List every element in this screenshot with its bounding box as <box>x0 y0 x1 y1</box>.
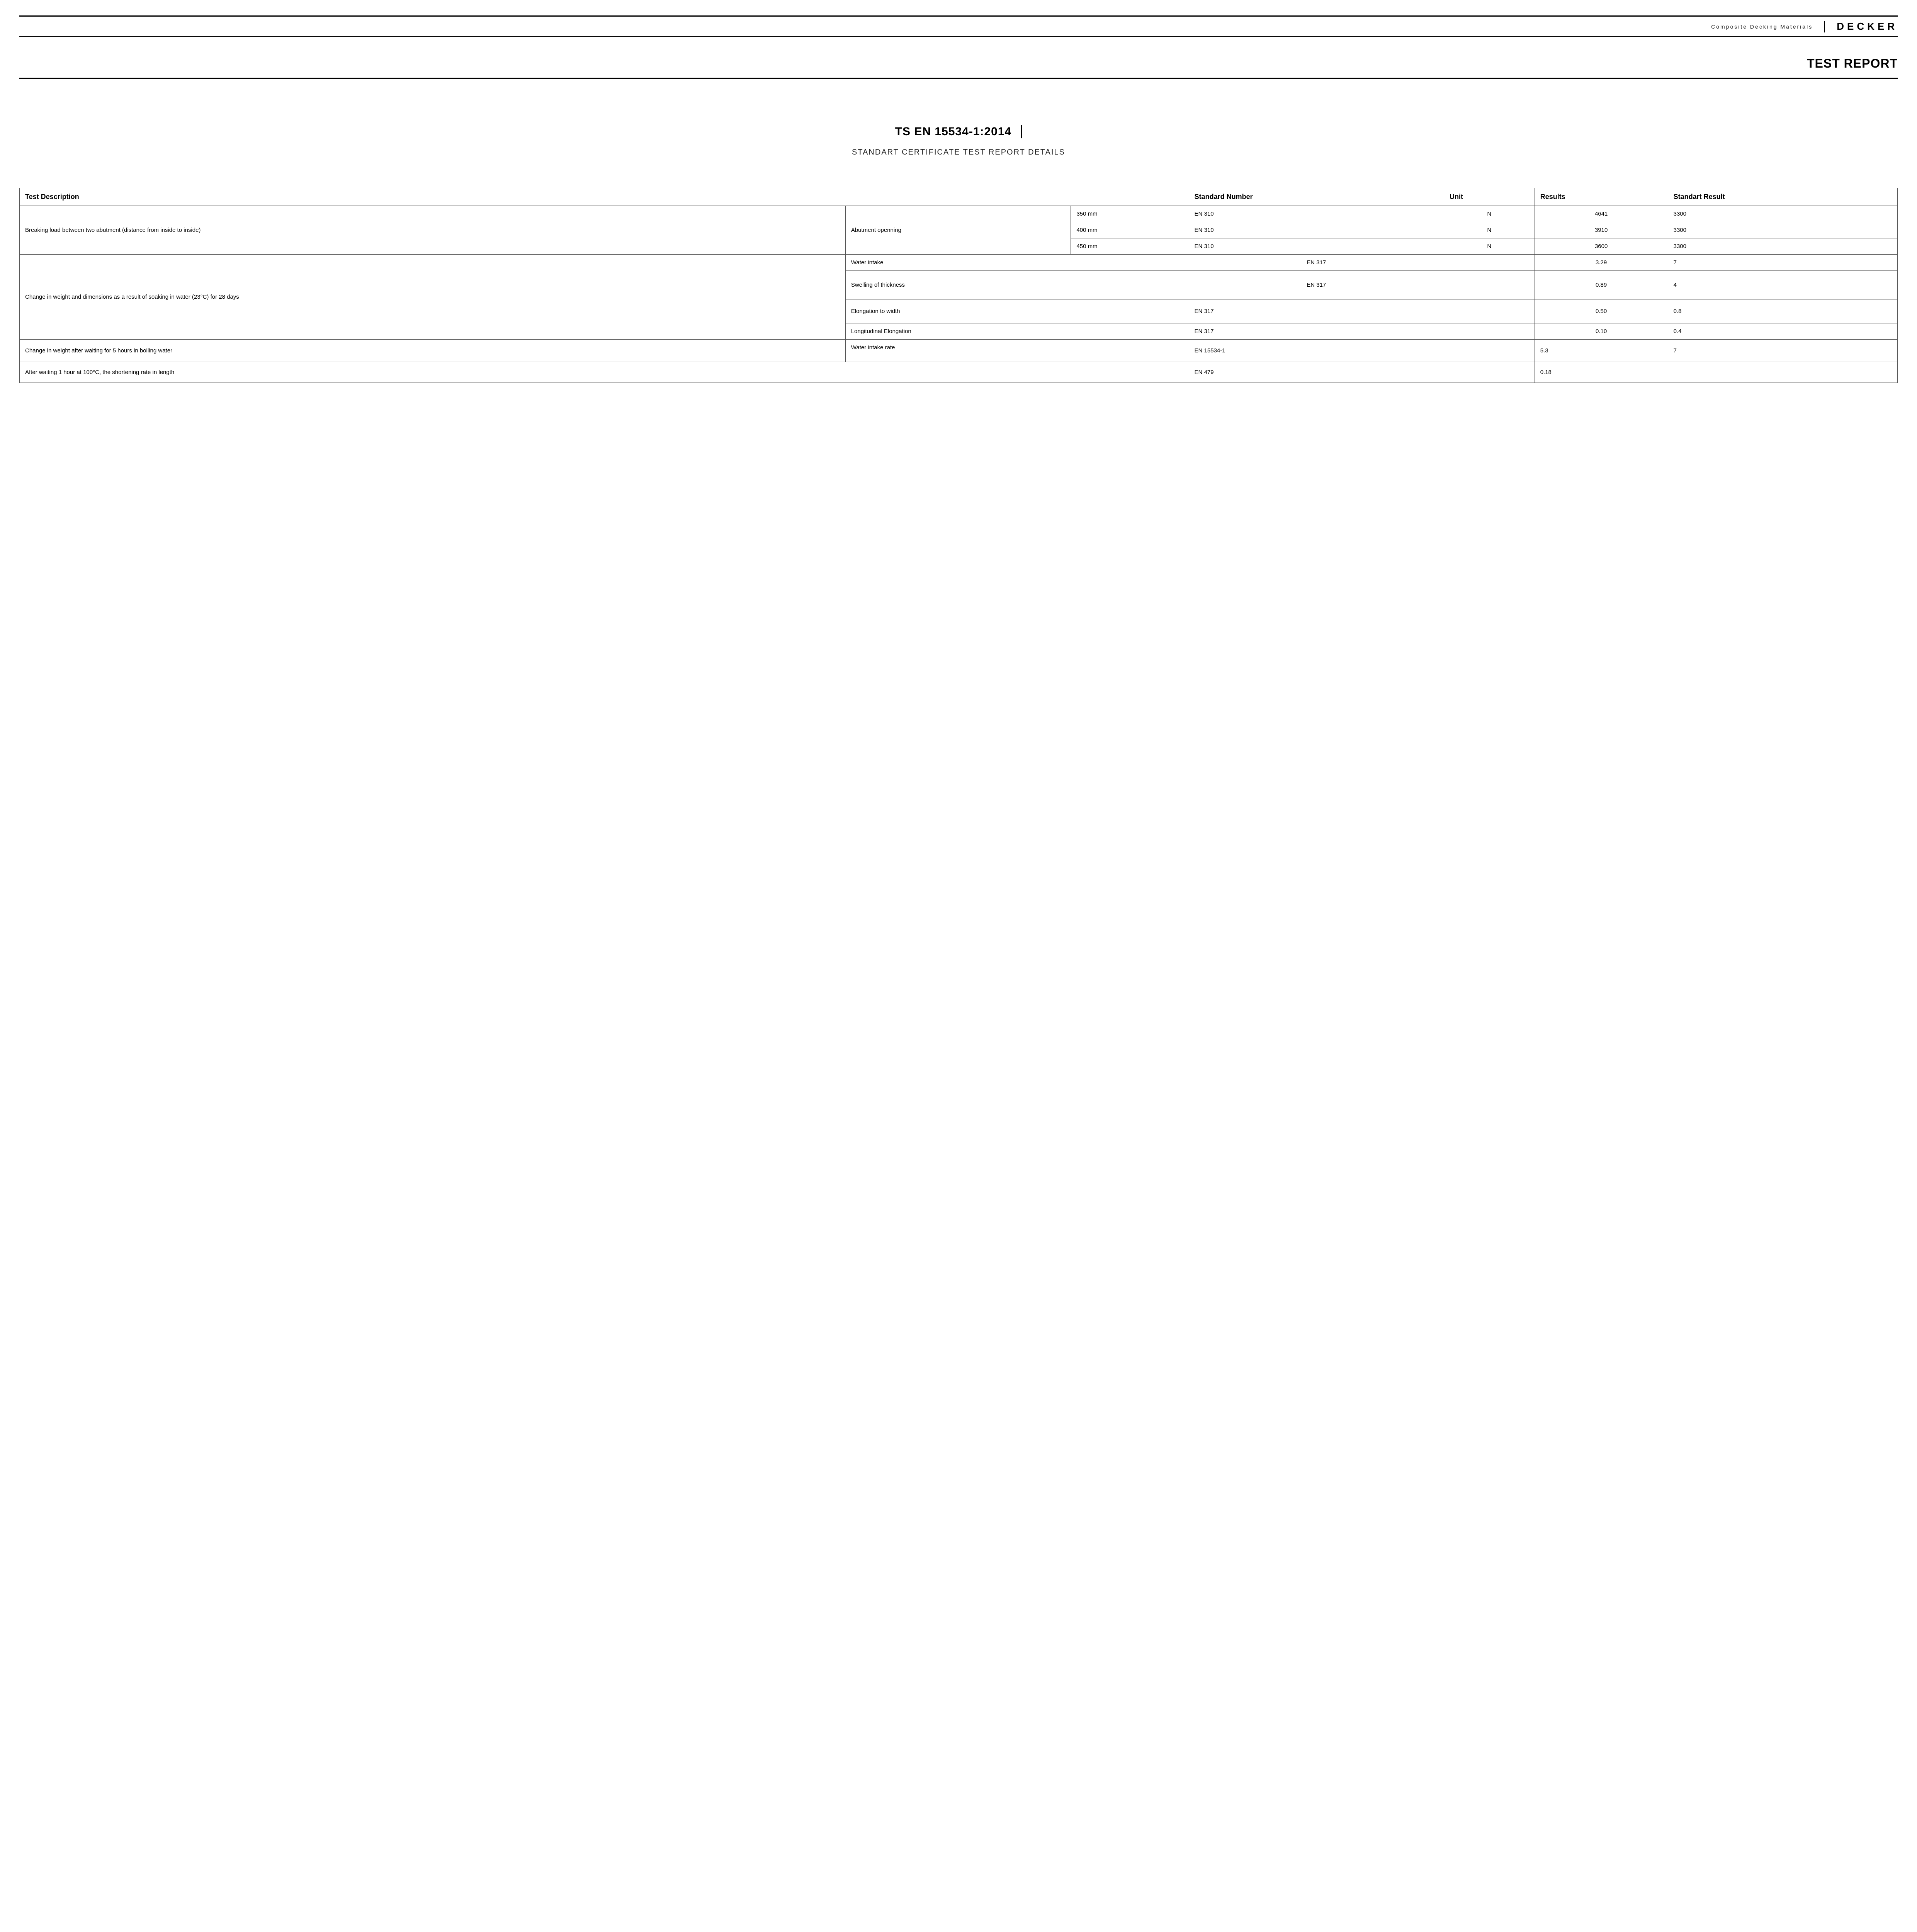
g2-stdresult-2: 0.8 <box>1668 299 1897 323</box>
g3-std: EN 15534-1 <box>1189 340 1444 362</box>
col-results: Results <box>1535 188 1668 206</box>
table-header-row: Test Description Standard Number Unit Re… <box>20 188 1898 206</box>
g2-result-2: 0.50 <box>1535 299 1668 323</box>
g1-unit-2: N <box>1444 238 1535 255</box>
g2-std-3: EN 317 <box>1189 323 1444 340</box>
g2-std-2: EN 317 <box>1189 299 1444 323</box>
g1-result-1: 3910 <box>1535 222 1668 238</box>
g1-unit-1: N <box>1444 222 1535 238</box>
header-brand: DECKER <box>1825 20 1898 32</box>
g4-unit <box>1444 362 1535 383</box>
col-desc: Test Description <box>20 188 1189 206</box>
standard-block: TS EN 15534-1:2014 STANDART CERTIFICATE … <box>19 125 1898 157</box>
g1-stdresult-2: 3300 <box>1668 238 1897 255</box>
g1-result-2: 3600 <box>1535 238 1668 255</box>
report-title: TEST REPORT <box>19 56 1898 71</box>
standard-code: TS EN 15534-1:2014 <box>895 125 1022 138</box>
g3-stdresult: 7 <box>1668 340 1897 362</box>
table-row: Change in weight and dimensions as a res… <box>20 255 1898 271</box>
g1-dim-0: 350 mm <box>1071 206 1189 222</box>
col-stdresult: Standart Result <box>1668 188 1897 206</box>
g2-unit-0 <box>1444 255 1535 271</box>
g1-dim-1: 400 mm <box>1071 222 1189 238</box>
g1-stdresult-0: 3300 <box>1668 206 1897 222</box>
g2-unit-1 <box>1444 271 1535 299</box>
table-row: Breaking load between two abutment (dist… <box>20 206 1898 222</box>
g2-label-3: Longitudinal Elongation <box>845 323 1189 340</box>
g2-stdresult-3: 0.4 <box>1668 323 1897 340</box>
g2-result-3: 0.10 <box>1535 323 1668 340</box>
g2-std-1: EN 317 <box>1189 271 1444 299</box>
g2-label-1: Swelling of thickness <box>845 271 1189 299</box>
g3-unit <box>1444 340 1535 362</box>
col-std: Standard Number <box>1189 188 1444 206</box>
g2-desc: Change in weight and dimensions as a res… <box>20 255 846 340</box>
g1-dim-2: 450 mm <box>1071 238 1189 255</box>
g2-label-2: Elongation to width <box>845 299 1189 323</box>
g1-unit-0: N <box>1444 206 1535 222</box>
header-tagline: Composite Decking Materials <box>1711 21 1825 32</box>
g1-std-2: EN 310 <box>1189 238 1444 255</box>
g3-result: 5.3 <box>1535 340 1668 362</box>
report-table: Test Description Standard Number Unit Re… <box>19 188 1898 383</box>
standard-subtitle: STANDART CERTIFICATE TEST REPORT DETAILS <box>19 148 1898 157</box>
g1-sublabel: Abutment openning <box>845 206 1071 255</box>
g4-result: 0.18 <box>1535 362 1668 383</box>
g1-desc: Breaking load between two abutment (dist… <box>20 206 846 255</box>
col-unit: Unit <box>1444 188 1535 206</box>
g2-std-0: EN 317 <box>1189 255 1444 271</box>
g2-stdresult-0: 7 <box>1668 255 1897 271</box>
header-bar: Composite Decking Materials DECKER <box>19 17 1898 37</box>
g2-label-0: Water intake <box>845 255 1189 271</box>
table-row: After waiting 1 hour at 100°C, the short… <box>20 362 1898 383</box>
g2-unit-2 <box>1444 299 1535 323</box>
g4-stdresult <box>1668 362 1897 383</box>
g2-result-0: 3.29 <box>1535 255 1668 271</box>
g1-result-0: 4641 <box>1535 206 1668 222</box>
g3-label: Water intake rate <box>845 340 1189 362</box>
g4-desc: After waiting 1 hour at 100°C, the short… <box>20 362 1189 383</box>
g2-result-1: 0.89 <box>1535 271 1668 299</box>
g1-std-1: EN 310 <box>1189 222 1444 238</box>
g2-stdresult-1: 4 <box>1668 271 1897 299</box>
title-rule <box>19 78 1898 79</box>
table-row: Change in weight after waiting for 5 hou… <box>20 340 1898 362</box>
g4-std: EN 479 <box>1189 362 1444 383</box>
g2-unit-3 <box>1444 323 1535 340</box>
g3-desc: Change in weight after waiting for 5 hou… <box>20 340 846 362</box>
g1-std-0: EN 310 <box>1189 206 1444 222</box>
g1-stdresult-1: 3300 <box>1668 222 1897 238</box>
